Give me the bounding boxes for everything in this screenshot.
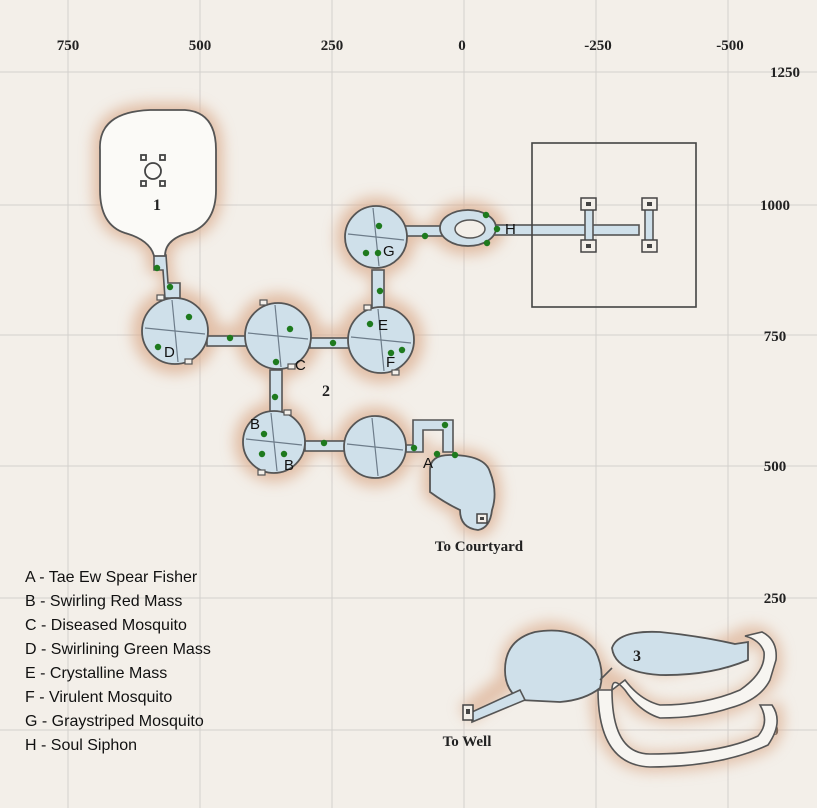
room-3-label: 3 [633,648,641,665]
spawn-dot [362,249,370,257]
legend-item: A - Tae Ew Spear Fisher [25,569,198,586]
to-courtyard-label: To Courtyard [435,539,524,555]
y-tick-label: 750 [764,329,787,345]
marker-a: A [423,455,433,472]
legend-item: H - Soul Siphon [25,737,138,754]
spawn-dot [375,222,383,230]
x-tick-label: 250 [321,38,344,54]
legend-item: F - Virulent Mosquito [25,689,173,706]
lower-cave [458,621,784,773]
marker-b: B [250,416,260,433]
y-tick-label: 1000 [760,198,790,214]
marker-d: D [164,344,175,361]
spawn-dot [451,451,459,459]
map-legend: A - Tae Ew Spear Fisher B - Swirling Red… [25,566,211,758]
spawn-dot [166,283,174,291]
spawn-dot [154,343,162,351]
x-tick-label: -250 [584,38,612,54]
spawn-dot [376,287,384,295]
pillar-icon [140,154,166,187]
spawn-dot [441,421,449,429]
spawn-dot [271,393,279,401]
spawn-dot [410,444,418,452]
legend-item: G - Graystriped Mosquito [25,713,204,730]
x-tick-label: -500 [716,38,744,54]
spawn-dot [493,225,501,233]
marker-e: E [378,317,388,334]
spawn-dot [272,358,280,366]
spawn-dot [185,313,193,321]
spawn-points [153,211,501,459]
marker-h: H [505,221,516,238]
legend-item: B - Swirling Red Mass [25,593,183,610]
spawn-dot [153,264,161,272]
y-tick-label: 250 [764,591,787,607]
spawn-dot [433,450,441,458]
spawn-dot [374,249,382,257]
legend-item: C - Diseased Mosquito [25,617,187,634]
legend-item: D - Swirlining Green Mass [25,641,211,658]
marker-b: B [284,457,294,474]
spawn-dot [280,450,288,458]
marker-c: C [295,357,306,374]
upper-complex [92,103,640,538]
spawn-dot [482,211,490,219]
square-chamber [531,142,697,308]
marker-f: F [386,354,395,371]
x-axis-labels: 750 500 250 0 -250 -500 [57,38,744,54]
x-tick-label: 750 [57,38,80,54]
spawn-dot [258,450,266,458]
legend-item: E - Crystalline Mass [25,665,168,682]
room-1-label: 1 [153,197,161,214]
y-tick-label: 1250 [770,65,800,81]
spawn-dot [286,325,294,333]
marker-letters: A B B C D E F G H [164,221,516,474]
spawn-dot [320,439,328,447]
spawn-dot [387,349,395,357]
spawn-dot [421,232,429,240]
y-axis-labels: 1250 1000 750 500 250 0 [760,65,800,739]
x-tick-label: 500 [189,38,212,54]
spawn-dot [260,430,268,438]
spawn-dot [483,239,491,247]
spawn-dot [366,320,374,328]
x-tick-label: 0 [458,38,466,54]
room-2-label: 2 [322,383,330,400]
to-well-label: To Well [443,734,492,750]
spawn-dot [398,346,406,354]
marker-g: G [383,243,395,260]
y-tick-label: 500 [764,459,787,475]
room-1-cave [99,109,217,257]
courtyard-cave [429,454,496,531]
spawn-dot [226,334,234,342]
spawn-dot [329,339,337,347]
